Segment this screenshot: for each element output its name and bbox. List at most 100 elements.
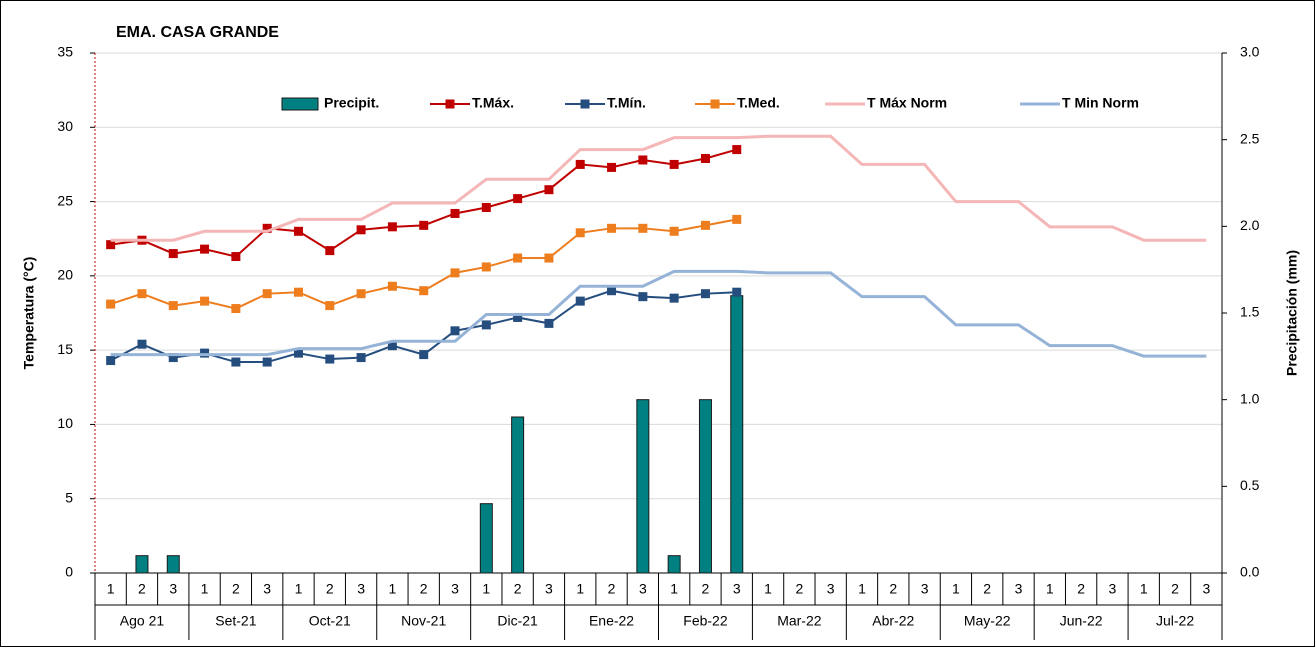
marker [387, 341, 397, 351]
marker [700, 289, 710, 299]
marker [325, 246, 335, 256]
x-tick-label: 3 [1202, 581, 1210, 597]
marker [231, 304, 241, 314]
x-tick-label: 3 [733, 581, 741, 597]
x-tick-label: 2 [1077, 581, 1085, 597]
x-tick-label: 2 [795, 581, 803, 597]
bar [636, 399, 650, 574]
marker [607, 286, 617, 296]
marker [513, 312, 523, 322]
marker [168, 301, 178, 311]
x-tick-label: 2 [420, 581, 428, 597]
marker [356, 289, 366, 299]
x-tick-label: 3 [545, 581, 553, 597]
marker [700, 220, 710, 230]
x-tick-label: 3 [263, 581, 271, 597]
marker [700, 153, 710, 163]
marker [262, 223, 272, 233]
legend-label: T Min Norm [1062, 95, 1139, 111]
x-group-label: May-22 [964, 613, 1011, 629]
marker [200, 244, 210, 254]
x-tick-label: 3 [169, 581, 177, 597]
y-axis-label: Temperatura (°C) [21, 257, 37, 370]
marker [575, 159, 585, 169]
marker [732, 214, 742, 224]
marker [575, 228, 585, 238]
x-group-label: Feb-22 [683, 613, 728, 629]
x-tick-label: 2 [889, 581, 897, 597]
marker [231, 252, 241, 262]
y-tick-label: 25 [57, 192, 73, 208]
marker [200, 296, 210, 306]
marker [638, 155, 648, 165]
marker [419, 286, 429, 296]
marker [106, 356, 116, 366]
marker [544, 318, 554, 328]
marker [325, 301, 335, 311]
marker [419, 350, 429, 360]
y2-tick-label: 1.5 [1240, 304, 1260, 320]
bar [698, 399, 712, 574]
legend-marker [710, 99, 720, 109]
x-tick-label: 2 [983, 581, 991, 597]
x-tick-label: 2 [326, 581, 334, 597]
marker [293, 348, 303, 358]
marker [356, 353, 366, 363]
x-tick-label: 2 [1171, 581, 1179, 597]
x-tick-label: 1 [1046, 581, 1054, 597]
legend-label: T Máx Norm [867, 95, 947, 111]
y-tick-label: 20 [57, 267, 73, 283]
marker [262, 357, 272, 367]
marker [450, 326, 460, 336]
x-tick-label: 2 [608, 581, 616, 597]
legend-label: Precipit. [324, 95, 379, 111]
x-tick-label: 1 [858, 581, 866, 597]
y-tick-label: 10 [57, 415, 73, 431]
marker [137, 289, 147, 299]
marker [544, 253, 554, 263]
x-group-label: Mar-22 [777, 613, 822, 629]
x-tick-label: 1 [670, 581, 678, 597]
marker [450, 268, 460, 278]
marker [732, 287, 742, 297]
marker [638, 223, 648, 233]
marker [638, 292, 648, 302]
bar [730, 295, 744, 574]
marker [387, 222, 397, 232]
marker [450, 208, 460, 218]
x-tick-label: 1 [482, 581, 490, 597]
marker [607, 223, 617, 233]
x-tick-label: 3 [451, 581, 459, 597]
x-tick-label: 1 [952, 581, 960, 597]
y-tick-label: 15 [57, 341, 73, 357]
marker [513, 253, 523, 263]
marker [293, 226, 303, 236]
y-tick-label: 30 [57, 118, 73, 134]
y2-tick-label: 2.0 [1240, 217, 1260, 233]
line [110, 269, 1207, 358]
marker [669, 293, 679, 303]
marker [575, 296, 585, 306]
x-group-label: Jul-22 [1156, 613, 1194, 629]
marker [325, 354, 335, 364]
x-tick-label: 1 [576, 581, 584, 597]
marker [168, 353, 178, 363]
marker [732, 145, 742, 155]
x-tick-label: 3 [639, 581, 647, 597]
marker [513, 194, 523, 204]
x-group-label: Jun-22 [1060, 613, 1103, 629]
marker [419, 220, 429, 230]
y-tick-label: 0 [65, 564, 73, 580]
marker [669, 159, 679, 169]
x-tick-label: 1 [764, 581, 772, 597]
marker [481, 203, 491, 213]
marker [293, 287, 303, 297]
chart-title: EMA. CASA GRANDE [116, 24, 279, 41]
x-tick-label: 3 [357, 581, 365, 597]
x-tick-label: 3 [1015, 581, 1023, 597]
x-group-label: Ago 21 [120, 613, 165, 629]
y2-tick-label: 3.0 [1240, 44, 1260, 60]
marker [106, 299, 116, 309]
